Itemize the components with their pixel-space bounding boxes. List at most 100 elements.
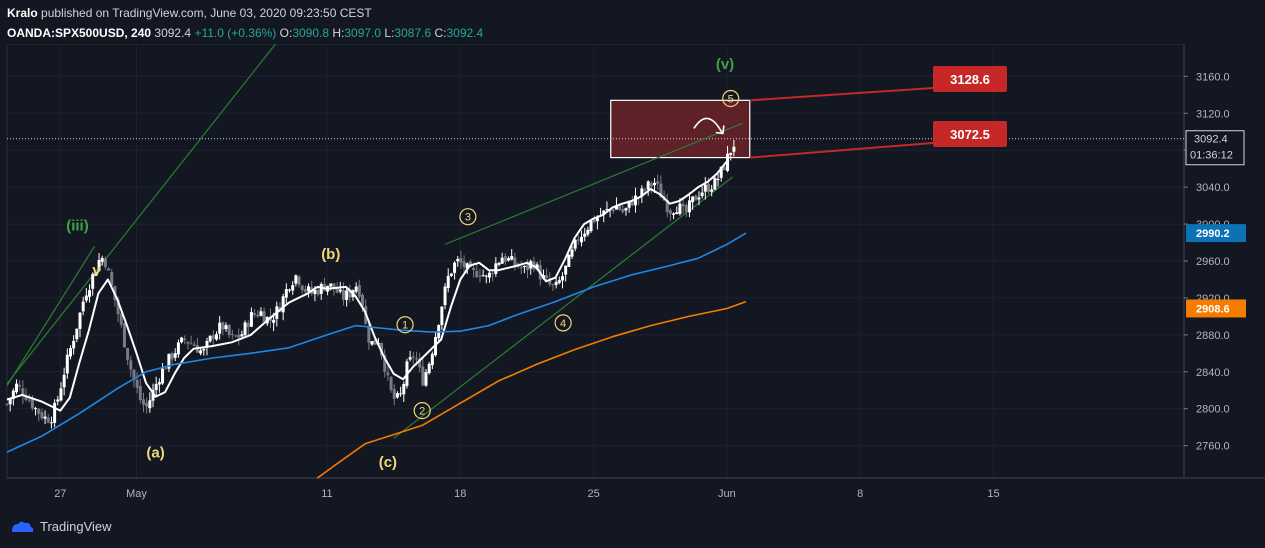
candle-body[interactable]	[81, 301, 85, 312]
wave-count-circle[interactable]	[722, 89, 740, 108]
candle-body[interactable]	[202, 349, 206, 351]
candle-body[interactable]	[675, 212, 679, 215]
candle-body[interactable]	[338, 289, 342, 292]
candle-body[interactable]	[570, 249, 574, 257]
candle-body[interactable]	[37, 408, 41, 414]
candle-body[interactable]	[24, 396, 28, 400]
candle-body[interactable]	[367, 325, 371, 343]
tradingview-logo[interactable]: TradingView	[10, 519, 112, 534]
candle-body[interactable]	[621, 209, 625, 213]
candle-body[interactable]	[253, 313, 257, 316]
candle-body[interactable]	[361, 294, 365, 306]
candle-body[interactable]	[583, 233, 587, 237]
candle-body[interactable]	[145, 402, 149, 407]
candle-body[interactable]	[332, 283, 336, 290]
candle-body[interactable]	[62, 374, 66, 388]
candle-body[interactable]	[424, 372, 428, 386]
candle-body[interactable]	[595, 217, 599, 222]
candle-body[interactable]	[719, 166, 723, 178]
candle-body[interactable]	[580, 236, 584, 243]
candle-body[interactable]	[135, 379, 139, 388]
candle-body[interactable]	[237, 334, 241, 338]
candle-body[interactable]	[472, 267, 476, 271]
candle-body[interactable]	[84, 295, 88, 301]
candle-body[interactable]	[357, 284, 361, 297]
candle-body[interactable]	[402, 384, 406, 395]
candle-body[interactable]	[303, 289, 307, 292]
candle-body[interactable]	[97, 260, 101, 271]
candle-body[interactable]	[313, 289, 317, 295]
candle-body[interactable]	[335, 288, 339, 293]
candle-body[interactable]	[46, 417, 50, 423]
candle-body[interactable]	[316, 289, 320, 295]
candle-body[interactable]	[40, 412, 44, 419]
candle-body[interactable]	[468, 261, 472, 268]
candle-body[interactable]	[684, 205, 688, 213]
candle-body[interactable]	[132, 369, 136, 380]
candle-body[interactable]	[732, 146, 736, 152]
candle-body[interactable]	[618, 205, 622, 210]
candle-body[interactable]	[462, 261, 466, 267]
candle-body[interactable]	[668, 210, 672, 214]
candle-body[interactable]	[141, 399, 145, 405]
candle-body[interactable]	[557, 280, 561, 283]
candle-body[interactable]	[389, 377, 393, 391]
candle-body[interactable]	[681, 204, 685, 207]
candle-body[interactable]	[640, 188, 644, 197]
candle-body[interactable]	[548, 279, 552, 285]
candle-body[interactable]	[157, 382, 161, 385]
candle-body[interactable]	[649, 183, 653, 187]
candle-body[interactable]	[646, 181, 650, 190]
candle-body[interactable]	[726, 153, 730, 171]
candle-body[interactable]	[11, 390, 15, 400]
candle-body[interactable]	[456, 259, 460, 262]
candle-body[interactable]	[319, 283, 323, 294]
candle-body[interactable]	[589, 220, 593, 232]
candle-body[interactable]	[630, 201, 634, 206]
candle-body[interactable]	[180, 337, 184, 343]
candle-body[interactable]	[656, 181, 660, 184]
candle-body[interactable]	[227, 324, 231, 336]
candle-body[interactable]	[716, 178, 720, 180]
candle-body[interactable]	[354, 286, 358, 292]
candle-body[interactable]	[183, 338, 187, 340]
candle-body[interactable]	[411, 356, 415, 358]
candle-body[interactable]	[573, 239, 577, 249]
candle-body[interactable]	[56, 399, 60, 402]
candle-body[interactable]	[567, 254, 571, 267]
candle-body[interactable]	[551, 284, 555, 286]
candle-body[interactable]	[208, 335, 212, 342]
candle-body[interactable]	[459, 258, 463, 263]
candle-body[interactable]	[122, 323, 126, 348]
candle-body[interactable]	[126, 348, 130, 360]
candle-body[interactable]	[522, 266, 526, 268]
candle-body[interactable]	[78, 312, 82, 329]
candle-body[interactable]	[186, 341, 190, 344]
candle-body[interactable]	[249, 312, 253, 327]
candle-body[interactable]	[341, 290, 345, 300]
candle-body[interactable]	[729, 152, 733, 155]
candle-body[interactable]	[224, 325, 228, 330]
wave-count-circle[interactable]	[396, 316, 414, 334]
moving-average-line[interactable]	[6, 232, 747, 453]
candle-body[interactable]	[694, 195, 698, 201]
candle-body[interactable]	[5, 403, 9, 405]
candle-body[interactable]	[440, 306, 444, 325]
candle-body[interactable]	[611, 209, 615, 212]
candle-body[interactable]	[138, 386, 142, 401]
candle-body[interactable]	[256, 314, 260, 317]
candle-body[interactable]	[27, 399, 31, 401]
candle-body[interactable]	[116, 299, 120, 315]
candle-body[interactable]	[246, 323, 250, 328]
candle-body[interactable]	[659, 183, 663, 198]
candle-body[interactable]	[272, 319, 276, 323]
candle-body[interactable]	[386, 372, 390, 376]
candle-body[interactable]	[59, 388, 63, 401]
candle-body[interactable]	[614, 205, 618, 210]
candle-body[interactable]	[605, 209, 609, 211]
wave-count-circle[interactable]	[413, 401, 431, 420]
candle-body[interactable]	[151, 389, 155, 401]
candle-body[interactable]	[418, 358, 422, 368]
candle-body[interactable]	[234, 335, 238, 337]
candle-body[interactable]	[205, 340, 209, 348]
